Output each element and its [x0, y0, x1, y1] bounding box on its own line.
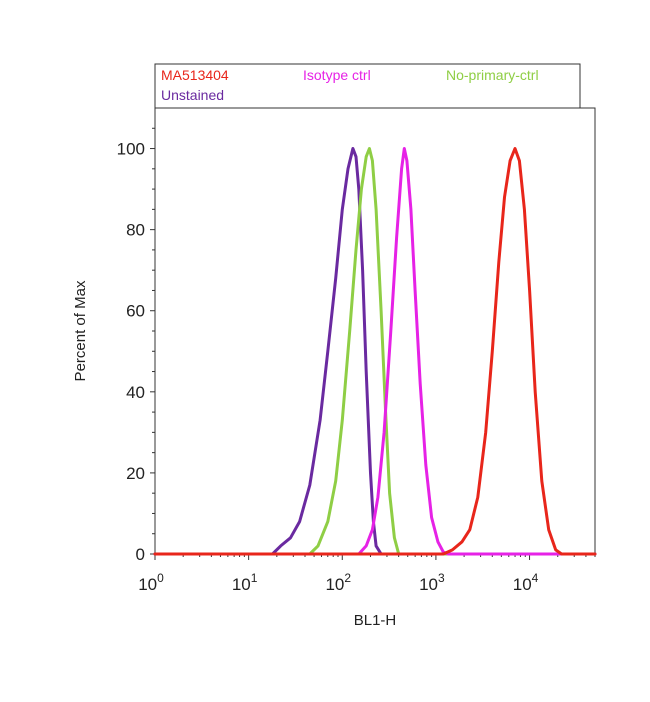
series-line-ma513404 — [153, 147, 597, 556]
x-axis: 100 101 102 103 104 — [138, 554, 596, 594]
y-tick-label: 60 — [126, 302, 145, 321]
y-tick-label: 100 — [117, 140, 145, 159]
x-axis-title: BL1-H — [354, 612, 397, 629]
x-tick-label: 101 — [232, 571, 258, 594]
x-tick-label: 103 — [419, 571, 445, 594]
plot-frame — [154, 107, 596, 555]
legend-box — [154, 63, 581, 109]
y-axis: 0 20 40 60 80 100 — [117, 127, 155, 564]
series-line-unstained — [153, 147, 597, 556]
series-line-no-primary-ctrl — [153, 147, 597, 556]
legend-entry-ma513404: MA513404 — [161, 67, 229, 83]
y-tick-label: 20 — [126, 464, 145, 483]
legend-entry-no-primary-ctrl: No-primary-ctrl — [446, 67, 539, 83]
y-tick-label: 80 — [126, 221, 145, 240]
legend-entry-unstained: Unstained — [161, 87, 224, 103]
series-group — [153, 147, 597, 556]
legend-entry-isotype-ctrl: Isotype ctrl — [303, 67, 371, 83]
y-tick-label: 0 — [136, 545, 145, 564]
y-tick-label: 40 — [126, 383, 145, 402]
series-line-isotype-ctrl — [153, 147, 597, 556]
x-tick-label: 102 — [325, 571, 351, 594]
y-axis-title: Percent of Max — [72, 280, 89, 381]
x-tick-label: 100 — [138, 571, 164, 594]
x-tick-label: 104 — [513, 571, 539, 594]
